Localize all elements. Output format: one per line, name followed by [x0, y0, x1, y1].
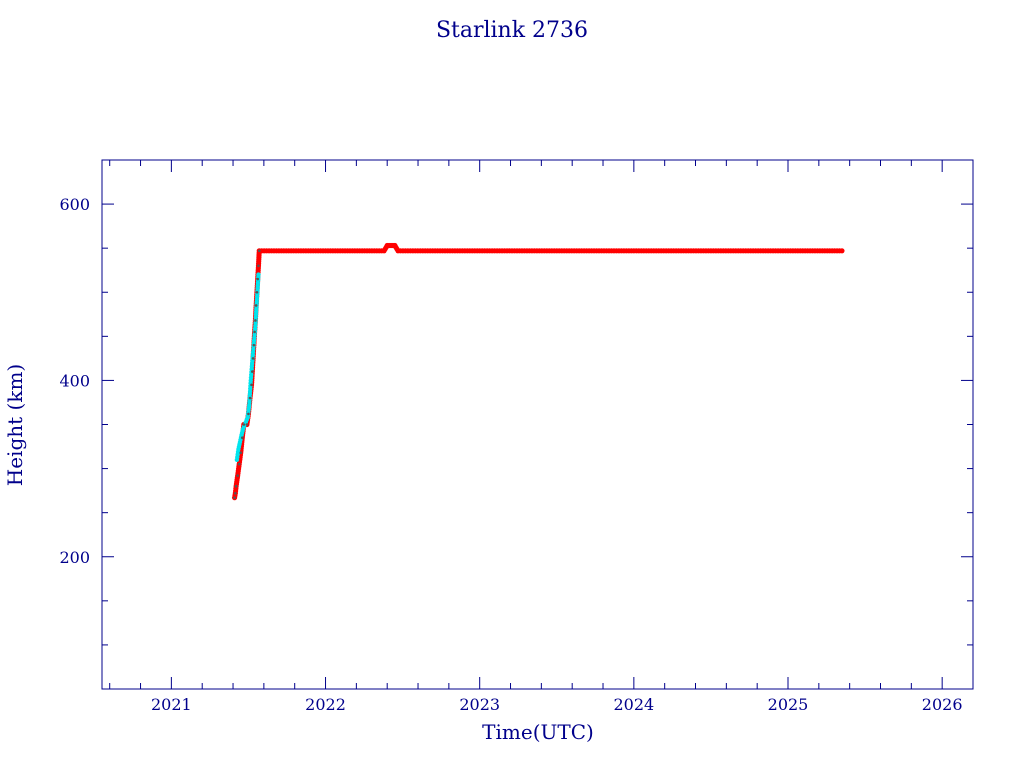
data-marks [231, 242, 845, 501]
data-point-overlay [256, 277, 260, 281]
data-point-overlay [251, 357, 255, 360]
data-point-overlay [234, 484, 238, 488]
data-point-overlay [242, 423, 246, 426]
x-axis-label: Time(UTC) [482, 720, 594, 744]
data-point [839, 248, 845, 254]
data-point-overlay [255, 290, 259, 294]
x-tick-label: 2022 [305, 695, 346, 714]
plot-frame [101, 159, 974, 690]
data-point-overlay [236, 474, 239, 477]
data-point-overlay [237, 462, 241, 466]
data-point-overlay [234, 491, 237, 495]
x-tick-label: 2023 [459, 695, 500, 714]
data-point-overlay [253, 330, 256, 334]
data-point [256, 272, 261, 277]
y-tick-label: 200 [59, 548, 90, 567]
axis-ticks [102, 159, 974, 690]
data-point-overlay [239, 451, 243, 455]
data-point-overlay [247, 412, 250, 416]
data-point-overlay [257, 249, 261, 253]
x-tick-label: 2025 [768, 695, 809, 714]
x-tick-label: 2024 [613, 695, 654, 714]
data-point-overlay [240, 436, 244, 440]
data-point-overlay [245, 423, 249, 426]
x-tick-label: 2021 [151, 695, 192, 714]
y-axis-label: Height (km) [3, 364, 27, 486]
chart-title: Starlink 2736 [436, 18, 588, 43]
axis-tick-labels: 2021 2022 2023 2024 2025 2026 200 400 600 [59, 195, 962, 714]
data-point-overlay [248, 396, 252, 400]
data-point-overlay [254, 319, 257, 322]
x-tick-label: 2026 [922, 695, 963, 714]
data-point-overlay [252, 343, 256, 347]
data-point-overlay [233, 496, 236, 499]
y-tick-label: 400 [59, 371, 90, 390]
data-point-overlay [257, 264, 260, 268]
data-point-overlay [250, 383, 253, 387]
data-point-overlay [254, 304, 258, 307]
y-tick-label: 600 [59, 195, 90, 214]
data-point-overlay [251, 370, 254, 373]
